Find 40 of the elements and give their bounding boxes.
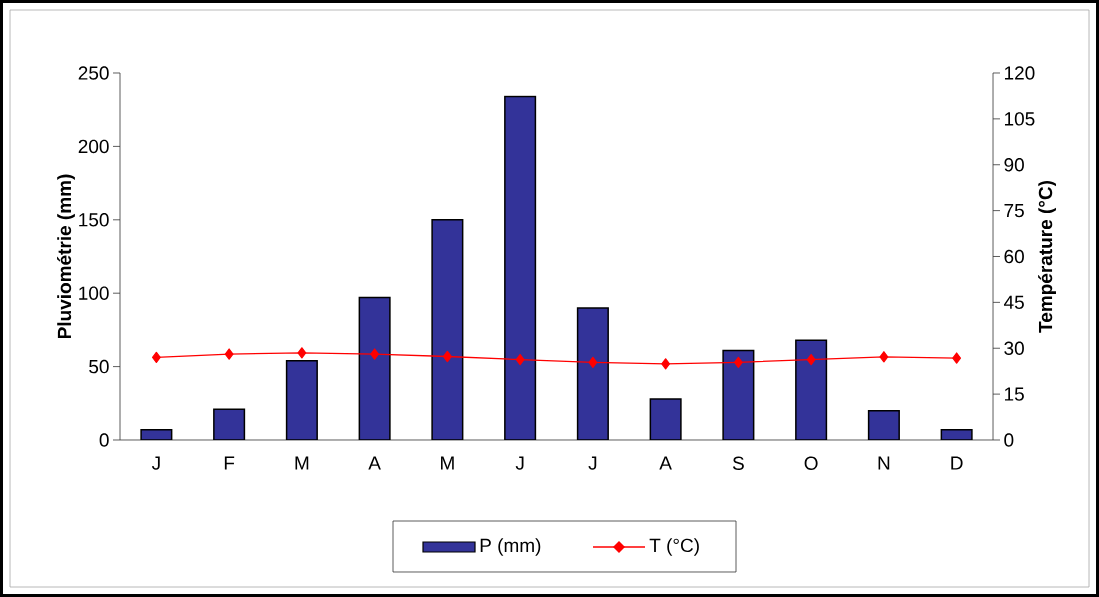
y-tick-label: 50 bbox=[89, 359, 109, 374]
x-tick-label: J bbox=[151, 456, 160, 470]
bar bbox=[867, 409, 900, 440]
bar bbox=[358, 296, 391, 440]
y2-tick-label: 45 bbox=[1003, 295, 1024, 309]
y-tick-label: 250 bbox=[78, 66, 109, 80]
y2-tick-label: 105 bbox=[1004, 112, 1035, 126]
y2-tick-label: 60 bbox=[1004, 249, 1024, 264]
y2-tick-label: 120 bbox=[1004, 66, 1035, 80]
y-tick-label: 0 bbox=[99, 433, 109, 447]
y-tick-label: 200 bbox=[78, 139, 109, 154]
y-axis-title: Pluviométrie (mm) bbox=[57, 174, 75, 339]
bar bbox=[722, 349, 755, 440]
y2-tick-label: 75 bbox=[1004, 204, 1024, 218]
y2-axis-title: Température (°C) bbox=[1038, 181, 1056, 333]
bar bbox=[576, 307, 609, 440]
x-tick-label: M bbox=[295, 456, 309, 470]
bar bbox=[504, 95, 537, 440]
bar bbox=[795, 339, 828, 440]
x-tick-label: M bbox=[441, 456, 454, 470]
x-tick-label: D bbox=[951, 456, 963, 470]
y2-tick-label: 0 bbox=[1004, 433, 1014, 447]
y-tick-label: 150 bbox=[79, 213, 109, 227]
legend-label: T (°C) bbox=[649, 538, 699, 556]
bar bbox=[431, 219, 464, 440]
x-tick-label: J bbox=[588, 456, 597, 470]
legend-label: P (mm) bbox=[480, 538, 541, 556]
x-tick-label: F bbox=[224, 456, 235, 470]
x-tick-label: A bbox=[368, 456, 381, 470]
y2-tick-label: 30 bbox=[1004, 341, 1024, 355]
y2-tick-label: 90 bbox=[1004, 158, 1024, 172]
x-tick-label: J bbox=[515, 456, 524, 470]
x-tick-label: N bbox=[878, 456, 890, 470]
y-tick-label: 100 bbox=[79, 286, 109, 300]
x-tick-label: O bbox=[804, 456, 818, 470]
bar bbox=[649, 398, 682, 440]
bar bbox=[285, 359, 318, 440]
x-tick-label: A bbox=[659, 456, 672, 470]
x-tick-label: S bbox=[732, 456, 744, 470]
y2-tick-label: 15 bbox=[1004, 387, 1024, 401]
